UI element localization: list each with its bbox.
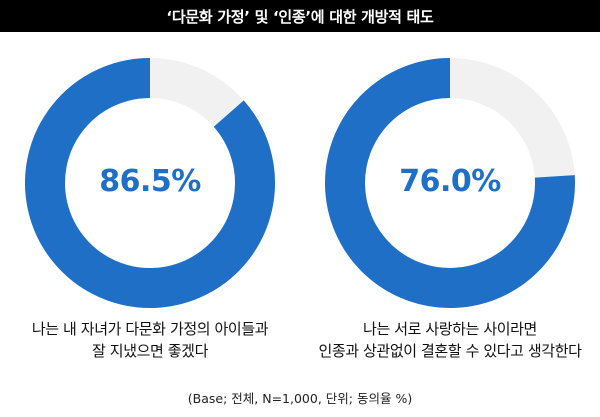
donut-center-value: 76.0% bbox=[399, 164, 501, 199]
donut-value-arc bbox=[25, 58, 275, 308]
statement-child-friendship: 나는 내 자녀가 다문화 가정의 아이들과 잘 지냈으면 좋겠다 bbox=[0, 318, 300, 362]
statement-line: 잘 지냈으면 좋겠다 bbox=[92, 342, 208, 360]
footnote: (Base; 전체, N=1,000, 단위; 동의율 %) bbox=[187, 391, 413, 406]
donut-chart-interracial-marriage: 76.0% bbox=[300, 48, 600, 338]
donut-center-value: 86.5% bbox=[99, 164, 201, 199]
donut-value-arc bbox=[325, 58, 575, 308]
donut-chart-child-friendship: 86.5% bbox=[0, 48, 300, 338]
statement-line: 나는 서로 사랑하는 사이라면 bbox=[363, 320, 537, 338]
chart-title: ‘다문화 가정’ 및 ‘인종’에 대한 개방적 태도 bbox=[0, 0, 600, 32]
donut-svg-1 bbox=[325, 58, 575, 308]
statement-interracial-marriage: 나는 서로 사랑하는 사이라면 인종과 상관없이 결혼할 수 있다고 생각한다 bbox=[300, 318, 600, 362]
statement-line: 나는 내 자녀가 다문화 가정의 아이들과 bbox=[31, 320, 269, 338]
statement-line: 인종과 상관없이 결혼할 수 있다고 생각한다 bbox=[318, 342, 582, 360]
donut-svg-0 bbox=[25, 58, 275, 308]
